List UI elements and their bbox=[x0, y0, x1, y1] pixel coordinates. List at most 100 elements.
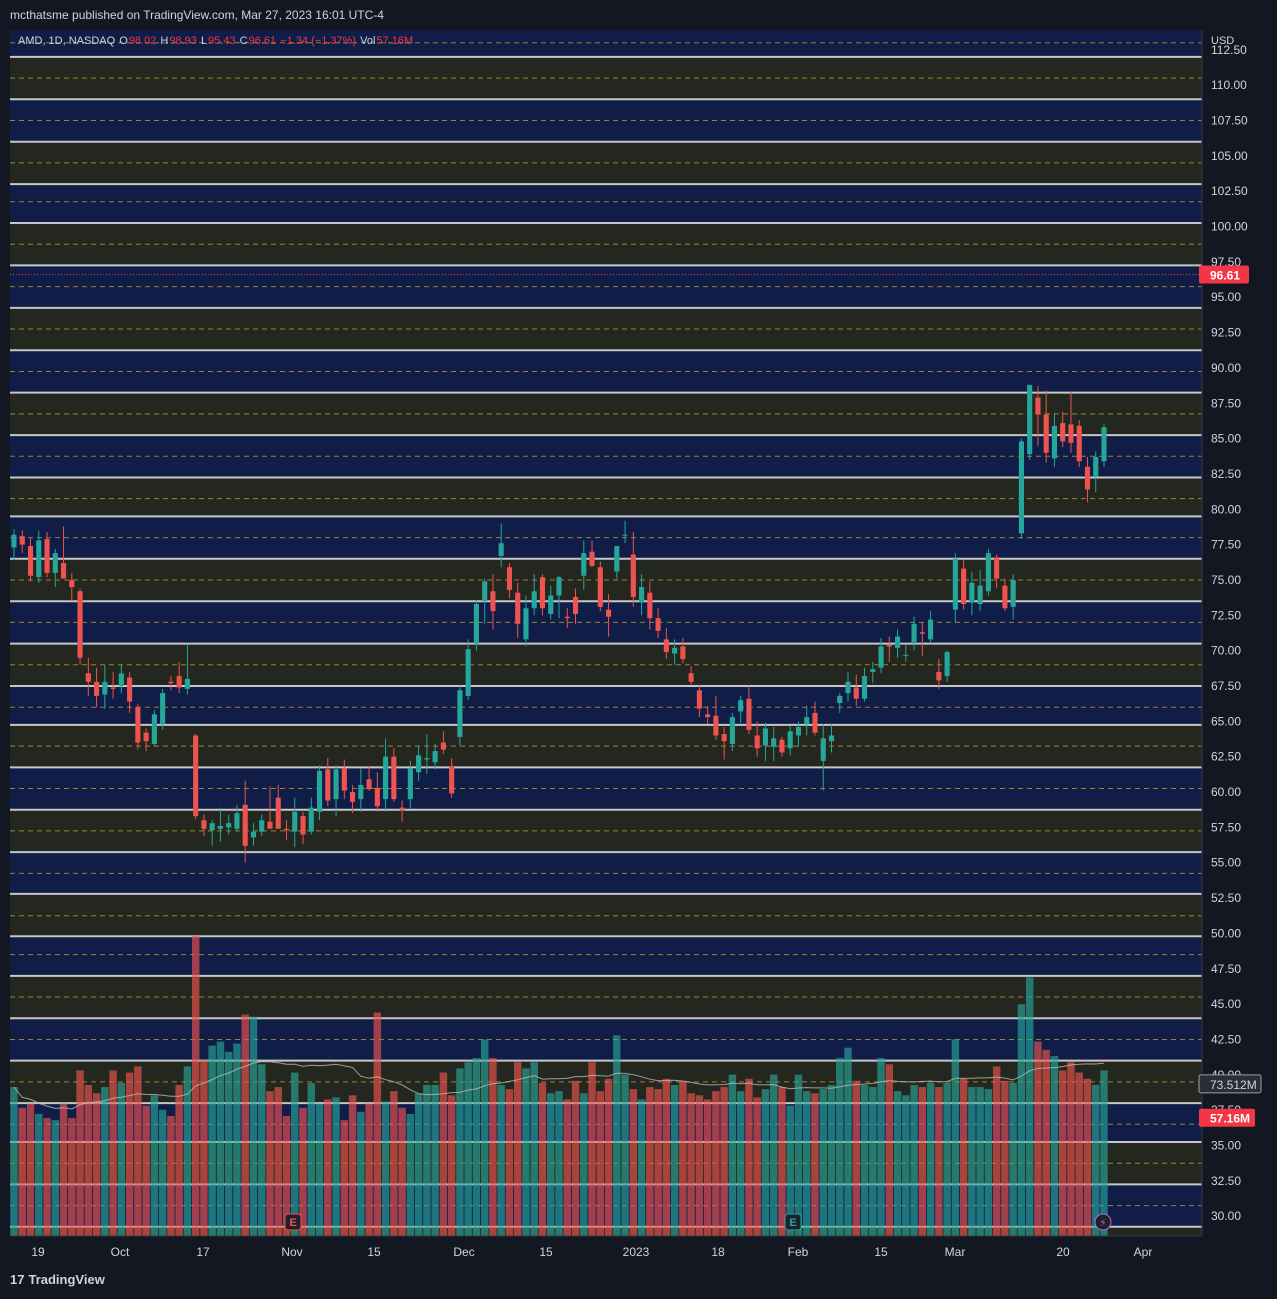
candle bbox=[886, 636, 892, 662]
candle-body bbox=[440, 742, 446, 750]
candle-body bbox=[52, 553, 58, 573]
legend-vol-value: 57.16M bbox=[376, 35, 414, 47]
volume-bar bbox=[629, 1089, 638, 1236]
candle bbox=[283, 820, 290, 841]
candle bbox=[572, 588, 579, 624]
candle-body bbox=[1043, 414, 1049, 453]
candle bbox=[160, 688, 166, 730]
candle-body bbox=[614, 546, 620, 572]
volume-bar bbox=[125, 1072, 134, 1236]
volume-bar bbox=[10, 1087, 18, 1236]
last-price-label: 96.61 bbox=[1210, 268, 1240, 282]
volume-bar bbox=[158, 1109, 167, 1236]
candle bbox=[1101, 424, 1107, 467]
candle bbox=[242, 780, 248, 863]
volume-bar bbox=[670, 1084, 679, 1236]
candle-body bbox=[622, 534, 628, 536]
level-band bbox=[10, 184, 1202, 223]
x-tick-label: 20 bbox=[1056, 1245, 1070, 1259]
candle bbox=[407, 760, 413, 810]
candle-body bbox=[944, 652, 950, 677]
candle bbox=[506, 563, 513, 599]
volume-bar bbox=[621, 1074, 629, 1236]
footer-brand[interactable]: 17 TradingView bbox=[10, 1272, 105, 1287]
candle bbox=[812, 701, 818, 736]
candle bbox=[639, 574, 645, 616]
legend-close-value: 96.61 bbox=[248, 35, 277, 47]
volume-bar bbox=[307, 1082, 315, 1236]
candle-body bbox=[969, 582, 975, 603]
volume-bar bbox=[200, 1060, 208, 1236]
candle bbox=[259, 814, 265, 836]
candle-body bbox=[19, 536, 25, 545]
candle-body bbox=[143, 732, 149, 742]
x-tick-label: Dec bbox=[453, 1245, 474, 1259]
candle-body bbox=[36, 540, 42, 578]
candle-body bbox=[688, 673, 694, 682]
candle bbox=[994, 554, 1000, 589]
legend-change: −1.34 (−1.37%) bbox=[280, 35, 357, 47]
candle-body bbox=[523, 608, 529, 640]
candle bbox=[416, 745, 422, 781]
candle bbox=[498, 523, 504, 568]
candle-body bbox=[870, 669, 876, 672]
event-marker-label: ⚡ bbox=[1099, 1218, 1106, 1229]
candle-body bbox=[828, 735, 835, 742]
volume-bar bbox=[447, 1095, 456, 1236]
candle bbox=[779, 736, 785, 757]
candle-body bbox=[94, 681, 100, 696]
earnings-marker-icon bbox=[284, 1213, 302, 1231]
volume-bar bbox=[76, 1070, 84, 1236]
candle bbox=[738, 695, 744, 723]
volume-bar bbox=[943, 1082, 951, 1236]
volume-bar bbox=[1001, 1080, 1009, 1236]
candle bbox=[771, 727, 777, 761]
volume-bar bbox=[167, 1116, 175, 1236]
volume-bar bbox=[373, 1012, 382, 1236]
candle bbox=[515, 582, 521, 638]
candle bbox=[234, 804, 240, 832]
candle-body bbox=[531, 591, 537, 609]
candle-body bbox=[919, 632, 925, 634]
volume-bar bbox=[315, 1103, 324, 1236]
x-tick-label: Oct bbox=[111, 1245, 130, 1259]
volume-bar bbox=[877, 1058, 885, 1236]
candle-body bbox=[895, 636, 901, 648]
candle-body bbox=[589, 551, 595, 566]
candle-body bbox=[1068, 424, 1074, 443]
volume-bar bbox=[150, 1095, 159, 1236]
volume-ma-label: 73.512M bbox=[1210, 1078, 1257, 1092]
candle-body bbox=[407, 768, 413, 800]
candle bbox=[622, 520, 628, 544]
candle-body bbox=[845, 681, 851, 694]
candle bbox=[482, 578, 488, 624]
volume-bar bbox=[819, 1089, 827, 1236]
volume-bar bbox=[1025, 977, 1034, 1236]
candle bbox=[473, 599, 479, 651]
volume-bar bbox=[249, 1016, 258, 1236]
volume-bar bbox=[266, 1091, 274, 1236]
candle bbox=[672, 639, 678, 665]
y-tick-label: 35.00 bbox=[1211, 1139, 1241, 1153]
volume-bar bbox=[43, 1118, 51, 1236]
candle-body bbox=[465, 649, 471, 696]
y-tick-label: 97.50 bbox=[1211, 255, 1241, 269]
earnings-marker-label: E bbox=[789, 1217, 796, 1229]
candle bbox=[52, 548, 58, 588]
volume-bar bbox=[505, 1089, 514, 1236]
legend-symbol[interactable]: AMD, 1D, NASDAQ bbox=[18, 35, 116, 47]
volume-bar bbox=[794, 1074, 803, 1236]
volume-bar bbox=[935, 1087, 943, 1236]
candle bbox=[647, 581, 653, 630]
candle bbox=[184, 643, 190, 695]
y-tick-label: 52.50 bbox=[1211, 891, 1241, 905]
y-tick-label: 95.00 bbox=[1211, 290, 1241, 304]
candle-body bbox=[226, 823, 232, 828]
volume-bar bbox=[109, 1070, 117, 1236]
volume-bar bbox=[183, 1066, 192, 1236]
candle-body bbox=[217, 825, 223, 829]
candle-body bbox=[135, 707, 141, 743]
candle bbox=[713, 695, 719, 740]
candle bbox=[127, 671, 133, 713]
